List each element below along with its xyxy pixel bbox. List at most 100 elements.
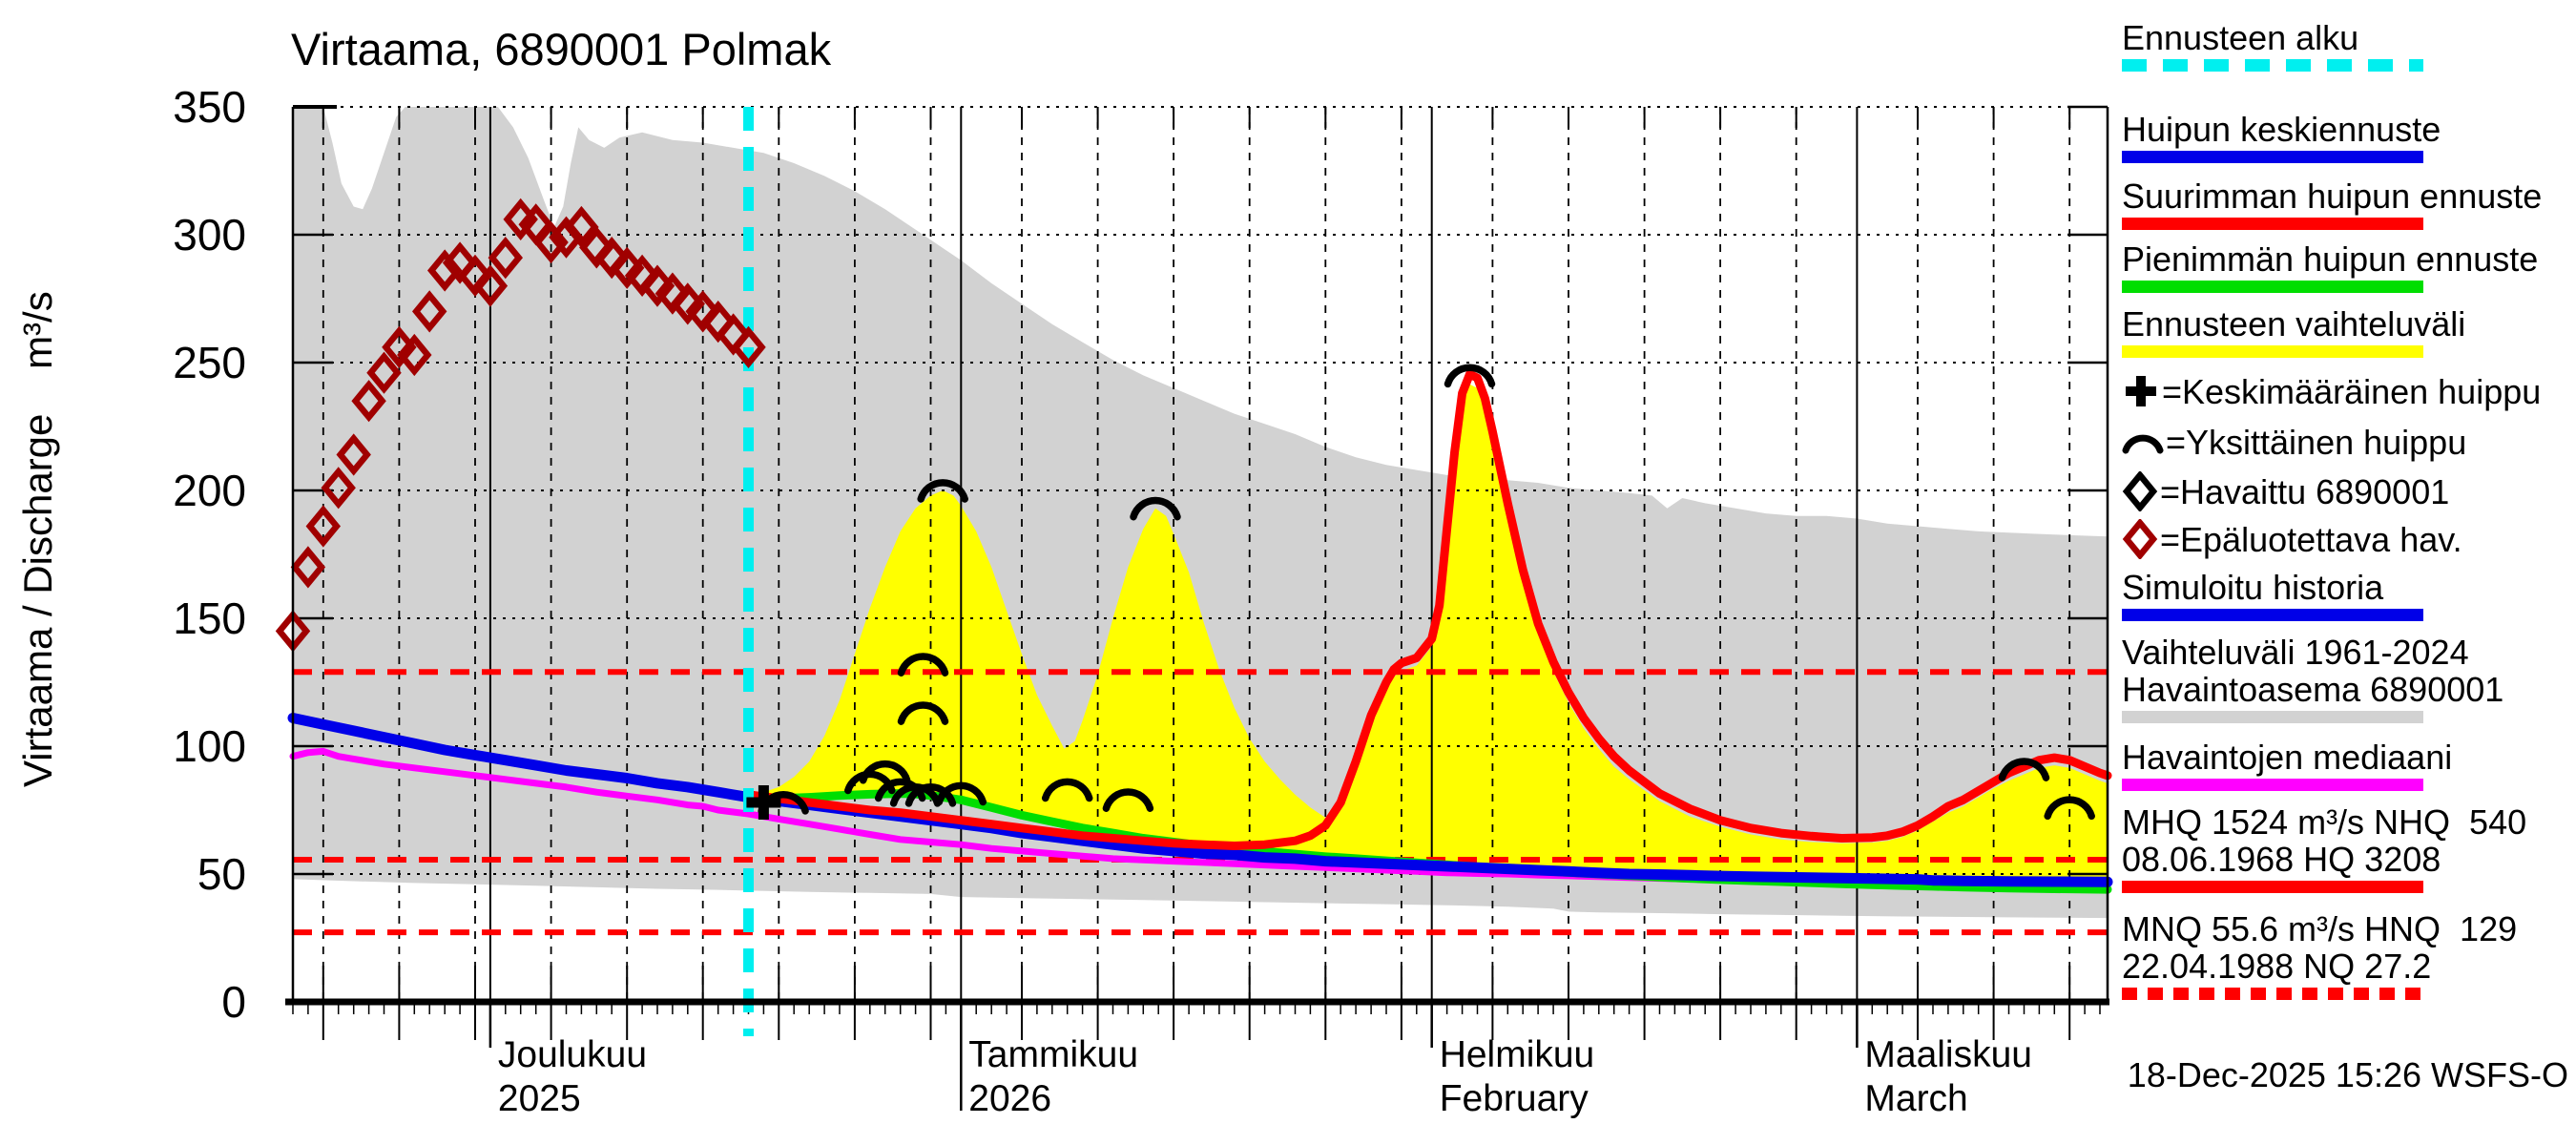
- legend-label: 08.06.1968 HQ 3208: [2122, 840, 2441, 879]
- low-flow-stats-line-swatch: [2122, 988, 2423, 1000]
- legend-label: Simuloitu historia: [2122, 568, 2384, 607]
- legend-label: =Epäluotettava hav.: [2160, 519, 2462, 559]
- x-month-label: Maaliskuu: [1864, 1034, 2032, 1075]
- unreliable-observation-diamond: [624, 254, 660, 298]
- forecast-start-line-swatch: [2122, 59, 2423, 72]
- individual-peak-arc: [917, 479, 968, 503]
- individual-peak-arc: [2044, 796, 2095, 821]
- forecast-range-band: [748, 384, 2108, 890]
- legend-item-observed: =Havaittu 6890001: [2122, 471, 2570, 511]
- legend-label: =Havaittu 6890001: [2160, 471, 2450, 511]
- unreliable-observation-diamond: [397, 333, 432, 377]
- legend-label: =Yksittäinen huippu: [2166, 423, 2467, 462]
- legend-label: Vaihteluväli 1961-2024: [2122, 633, 2469, 672]
- unreliable-observation-diamond: [579, 226, 614, 269]
- y-axis-title: Virtaama / Discharge m³/s: [15, 291, 60, 787]
- mean-peak-line-swatch: [2122, 151, 2423, 163]
- legend-label: Pienimmän huipun ennuste: [2122, 239, 2539, 279]
- unreliable-observation-diamond: [426, 249, 463, 292]
- unreliable-observation-diamond: [488, 236, 524, 280]
- x-year-label: February: [1440, 1078, 1589, 1119]
- unreliable-observation-diamond: [442, 241, 478, 284]
- unreliable-observation-diamond: [533, 220, 569, 264]
- individual-peak-arc: [897, 653, 949, 677]
- y-tick-label: 150: [173, 593, 246, 643]
- unreliable-observation-diamond: [564, 205, 599, 249]
- x-month-label: Helmikuu: [1440, 1034, 1595, 1075]
- legend-label: MNQ 55.6 m³/s HNQ 129: [2122, 909, 2518, 948]
- page-title: Virtaama, 6890001 Polmak: [291, 24, 832, 74]
- unreliable-observation-diamond: [731, 325, 766, 369]
- individual-peak-arc: [859, 760, 911, 784]
- unreliable-observation-diamond: [700, 300, 736, 344]
- unreliable-observation-diamond: [321, 467, 356, 510]
- legend-item-smallest-peak-forecast: Pienimmän huipun ennuste: [2122, 240, 2570, 293]
- individual-peak-arc: [889, 783, 942, 807]
- plus-icon: [2126, 376, 2156, 406]
- unreliable-observation-diamond: [457, 254, 493, 298]
- largest-peak-line-swatch: [2122, 218, 2423, 230]
- simulated-history-swatch: [2122, 609, 2423, 621]
- individual-peak-arc: [1444, 364, 1496, 388]
- unreliable-observation-diamond: [472, 264, 509, 307]
- unreliable-observation-diamond: [593, 236, 630, 280]
- individual-peak-arc: [897, 701, 949, 725]
- legend-label: Ennusteen vaihteluväli: [2122, 304, 2466, 344]
- unreliable-observation-diamond: [716, 313, 751, 356]
- timestamp: 18-Dec-2025 15:26 WSFS-O: [2127, 1055, 2568, 1094]
- y-tick-label: 300: [173, 210, 246, 260]
- y-tick-label: 250: [173, 338, 246, 387]
- legend-label: 22.04.1988 NQ 27.2: [2122, 947, 2432, 986]
- x-month-label: Joulukuu: [498, 1034, 647, 1075]
- legend-item-forecast-start: Ennusteen alku: [2122, 19, 2570, 72]
- x-month-label: Tammikuu: [968, 1034, 1138, 1075]
- unreliable-observation-diamond: [290, 546, 326, 589]
- legend-item-low-flow-stats: MNQ 55.6 m³/s HNQ 129 22.04.1988 NQ 27.2: [2122, 910, 2570, 1000]
- legend-item-mean-peak-forecast: Huipun keskiennuste: [2122, 111, 2570, 163]
- legend-item-observation-median: Havaintojen mediaani: [2122, 739, 2570, 791]
- legend-item-individual-peak: =Yksittäinen huippu: [2122, 424, 2570, 461]
- forecast-max-peak-line: [744, 369, 2112, 850]
- individual-peak-arc: [935, 781, 987, 806]
- individual-peak-arc: [904, 783, 957, 807]
- unreliable-observation-diamond: [305, 505, 342, 548]
- legend-label: Ennusteen alku: [2122, 18, 2359, 57]
- y-tick-label: 0: [221, 977, 246, 1027]
- legend-item-high-flow-stats: MHQ 1524 m³/s NHQ 540 08.06.1968 HQ 3208: [2122, 803, 2570, 893]
- diamond-icon: [2122, 471, 2158, 511]
- forecast-range-swatch: [2122, 345, 2423, 358]
- y-tick-label: 50: [197, 849, 246, 899]
- individual-peak-arc: [1102, 788, 1154, 812]
- unreliable-observation-diamond: [366, 351, 402, 394]
- legend-item-unreliable-observation: =Epäluotettava hav.: [2122, 519, 2570, 559]
- high-flow-stats-line-swatch: [2122, 881, 2423, 893]
- diamond-icon: [2122, 519, 2158, 559]
- x-year-label: March: [1864, 1078, 1967, 1119]
- individual-peak-arc: [1998, 758, 2050, 781]
- x-year-label: 2025: [498, 1078, 581, 1119]
- unreliable-observation-diamond: [411, 290, 447, 333]
- individual-peak-arc: [758, 791, 809, 815]
- unreliable-observation-diamond: [336, 433, 371, 476]
- y-tick-label: 100: [173, 721, 246, 771]
- legend-label: Havaintoasema 6890001: [2122, 670, 2504, 709]
- legend-item-historical-range: Vaihteluväli 1961-2024 Havaintoasema 689…: [2122, 634, 2570, 723]
- legend-item-largest-peak-forecast: Suurimman huipun ennuste: [2122, 177, 2570, 230]
- unreliable-observation-diamond: [654, 272, 691, 315]
- individual-peak-arc: [1041, 778, 1093, 802]
- unreliable-observation-diamond: [351, 380, 386, 423]
- individual-peak-arc: [1130, 496, 1181, 521]
- arc-icon: [2122, 434, 2164, 453]
- legend-label: MHQ 1524 m³/s NHQ 540: [2122, 802, 2527, 842]
- y-tick-label: 200: [173, 466, 246, 515]
- observation-median-swatch: [2122, 779, 2423, 791]
- historical-range-swatch: [2122, 711, 2423, 723]
- legend-item-forecast-range: Ennusteen vaihteluväli: [2122, 305, 2570, 358]
- legend-label: Huipun keskiennuste: [2122, 110, 2441, 149]
- legend-item-average-peak: =Keskimääräinen huippu: [2122, 372, 2570, 410]
- legend-label: Suurimman huipun ennuste: [2122, 177, 2543, 216]
- legend-label: Havaintojen mediaani: [2122, 738, 2453, 777]
- unreliable-observation-diamond: [685, 290, 720, 333]
